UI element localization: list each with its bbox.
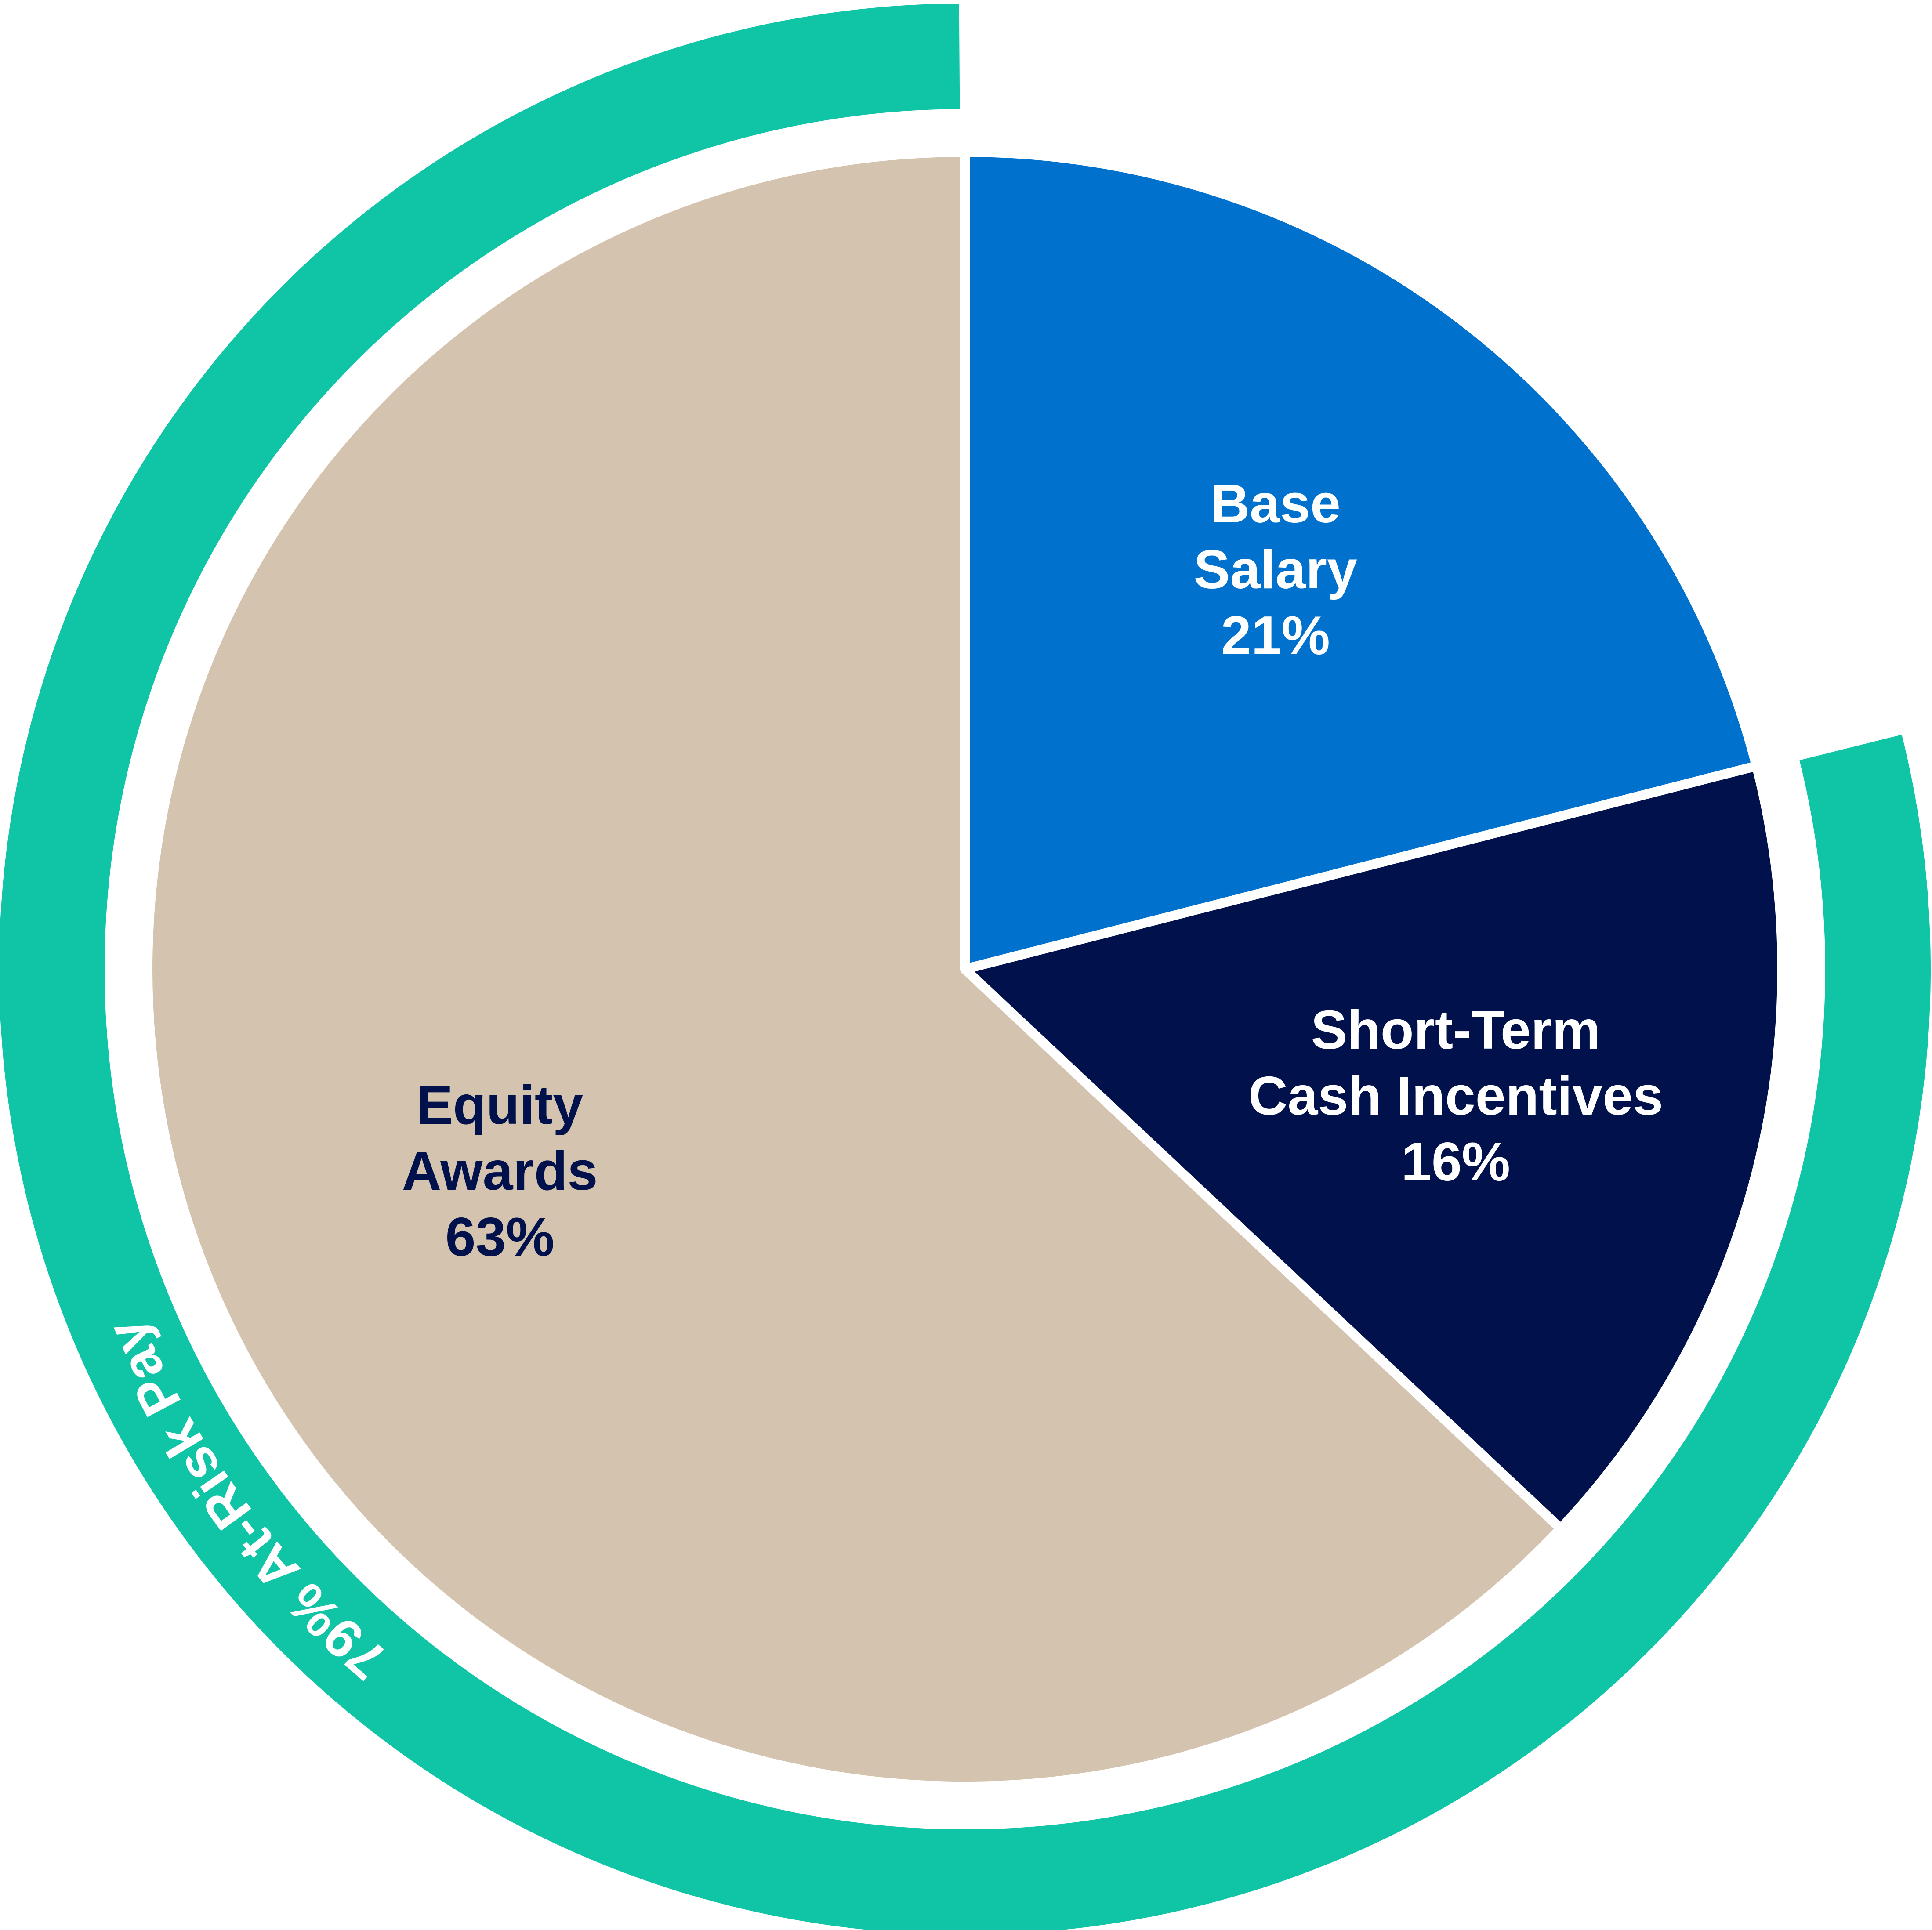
- slice-label-line: Equity: [417, 1075, 583, 1136]
- pie-slice-short-term-cash: [960, 761, 1787, 1534]
- pie-slice-base-salary: [960, 147, 1762, 974]
- slice-labels: Base Salary 21% Short-Term Cash Incentives 16…: [402, 474, 1663, 1267]
- slice-label-line: Short-Term: [1311, 1000, 1600, 1061]
- slice-label-line: Cash Incentives: [1248, 1066, 1663, 1126]
- slice-label-line: Salary: [1194, 540, 1357, 600]
- slice-label-line: 63%: [446, 1207, 555, 1267]
- slice-label-short-term-cash: Short-Term Cash Incentives 16%: [1248, 1000, 1663, 1192]
- slice-label-line: 21%: [1221, 605, 1330, 666]
- slice-label-base-salary: Base Salary 21%: [1194, 474, 1357, 666]
- slice-label-line: 16%: [1401, 1132, 1510, 1192]
- slice-label-line: Awards: [402, 1141, 598, 1202]
- pie-slices: [143, 147, 1787, 1791]
- slice-label-equity-awards: Equity Awards 63%: [402, 1075, 598, 1267]
- slice-label-line: Base: [1211, 474, 1341, 534]
- pie-slice-equity-awards: [143, 147, 1566, 1791]
